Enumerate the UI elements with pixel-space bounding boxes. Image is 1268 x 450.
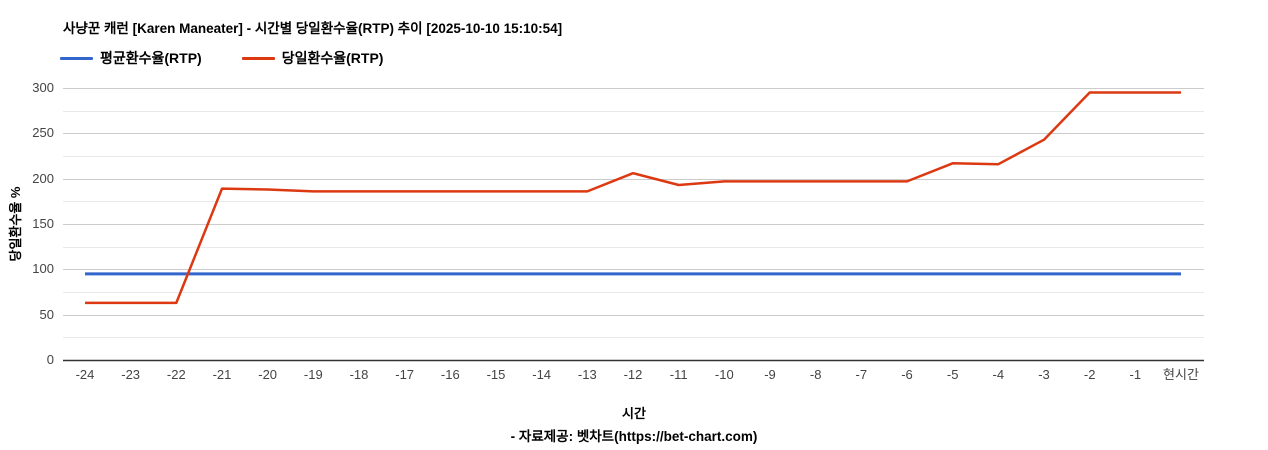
- legend-item-average-rtp: 평균환수율(RTP): [60, 48, 202, 68]
- daily-rtp-line-swatch: [241, 56, 275, 60]
- x-tick-label: -1: [1129, 367, 1142, 382]
- x-tick-label: -7: [855, 367, 868, 382]
- y-tick-label: 100: [32, 261, 54, 277]
- x-tick-label: -8: [809, 367, 822, 382]
- x-tick-label: -21: [212, 367, 232, 382]
- x-tick-label: -11: [669, 367, 688, 382]
- x-tick-label: -18: [349, 367, 369, 382]
- daily-rtp-line: [85, 91, 1181, 305]
- daily-rtp-legend-label: 당일환수율(RTP): [281, 50, 384, 66]
- x-axis-title: 시간: [622, 406, 646, 421]
- x-tick-label: -19: [303, 367, 323, 382]
- x-tick-label: -16: [440, 367, 460, 382]
- x-tick-label: -17: [395, 367, 415, 382]
- y-tick-label: 0: [46, 352, 54, 367]
- x-tick-label: -2: [1083, 367, 1096, 382]
- x-tick-label: -12: [623, 367, 643, 382]
- x-tick-label: -4: [992, 367, 1005, 382]
- x-tick-label: -5: [946, 367, 959, 382]
- y-tick-label: 150: [32, 216, 54, 231]
- x-tick-label: -24: [75, 367, 95, 382]
- x-tick-label: -22: [166, 367, 186, 382]
- y-tick-label: 250: [32, 125, 54, 141]
- x-tick-label: -9: [764, 367, 776, 382]
- y-tick-label: 50: [39, 306, 54, 322]
- x-tick-label: -14: [532, 367, 552, 382]
- y-tick-label: 200: [32, 170, 54, 186]
- chart-title: 사냥꾼 캐런 [Karen Maneater] - 시간별 당일환수율(RTP)…: [63, 21, 563, 36]
- y-tick-label: 300: [32, 80, 54, 95]
- chart-legend: 평균환수율(RTP) 당일환수율(RTP): [60, 48, 423, 68]
- x-tick-label: -10: [714, 367, 734, 382]
- data-source-credit: - 자료제공: 벳차트(https://bet-chart.com): [510, 429, 758, 444]
- x-tick-label: -6: [901, 367, 913, 382]
- x-tick-label: -20: [258, 367, 278, 382]
- average-rtp-legend-label: 평균환수율(RTP): [100, 50, 202, 66]
- x-tick-label: -23: [121, 367, 141, 382]
- x-tick-label: -15: [486, 367, 506, 382]
- x-tick-label: -3: [1038, 367, 1050, 382]
- average-rtp-line-swatch: [60, 56, 93, 60]
- x-tick-label: -13: [577, 367, 597, 382]
- legend-item-daily-rtp: 당일환수율(RTP): [241, 48, 384, 68]
- x-tick-label: 현시간: [1163, 367, 1199, 382]
